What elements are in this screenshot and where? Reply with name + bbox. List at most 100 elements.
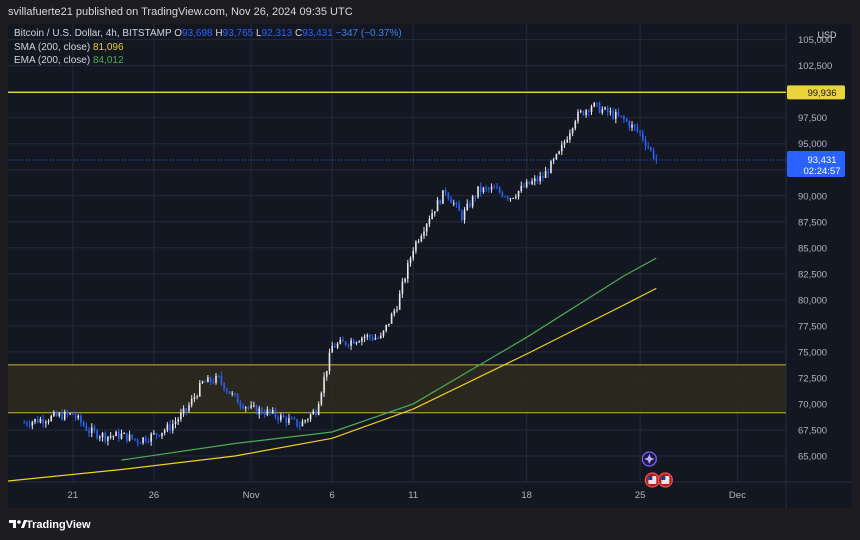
candle-body[interactable] <box>261 408 263 414</box>
candle-body[interactable] <box>36 419 39 423</box>
candle-body[interactable] <box>342 339 344 342</box>
candle-body[interactable] <box>263 413 266 415</box>
candle-body[interactable] <box>207 377 209 383</box>
candle-body[interactable] <box>312 411 315 415</box>
candle-body[interactable] <box>269 409 271 413</box>
candle-body[interactable] <box>34 419 36 422</box>
candle-body[interactable] <box>542 176 544 178</box>
candle-body[interactable] <box>226 389 228 392</box>
candle-body[interactable] <box>250 405 252 408</box>
candle-body[interactable] <box>471 196 474 207</box>
candle-body[interactable] <box>309 414 312 420</box>
candle-body[interactable] <box>112 435 115 437</box>
candle-body[interactable] <box>47 420 50 423</box>
candle-body[interactable] <box>147 441 150 443</box>
candle-body[interactable] <box>72 413 74 415</box>
candle-body[interactable] <box>493 187 496 189</box>
candle-body[interactable] <box>631 124 633 128</box>
candle-body[interactable] <box>336 343 339 348</box>
candle-body[interactable] <box>307 419 309 421</box>
candle-body[interactable] <box>420 236 423 242</box>
candle-body[interactable] <box>217 375 220 377</box>
candle-body[interactable] <box>396 309 398 311</box>
candle-body[interactable] <box>171 424 174 431</box>
candle-body[interactable] <box>131 434 134 439</box>
candle-body[interactable] <box>593 102 596 107</box>
candle-body[interactable] <box>193 397 196 399</box>
candle-body[interactable] <box>504 196 506 198</box>
candle-body[interactable] <box>528 181 531 185</box>
candle-body[interactable] <box>180 413 182 420</box>
candle-body[interactable] <box>390 314 393 324</box>
candle-body[interactable] <box>323 376 325 393</box>
candle-body[interactable] <box>285 417 288 423</box>
candle-body[interactable] <box>523 185 525 188</box>
candle-body[interactable] <box>393 310 396 315</box>
candle-body[interactable] <box>239 403 242 406</box>
candle-body[interactable] <box>463 209 466 221</box>
candle-body[interactable] <box>247 407 250 409</box>
candle-body[interactable] <box>455 202 458 204</box>
candle-body[interactable] <box>563 142 566 145</box>
candle-body[interactable] <box>579 111 582 113</box>
candle-body[interactable] <box>598 103 601 113</box>
candle-body[interactable] <box>461 210 463 221</box>
candle-body[interactable] <box>90 427 93 434</box>
candle-body[interactable] <box>555 154 558 160</box>
candle-body[interactable] <box>139 442 142 444</box>
candle-body[interactable] <box>355 342 358 344</box>
candle-body[interactable] <box>536 178 539 182</box>
candle-body[interactable] <box>190 398 193 406</box>
candle-body[interactable] <box>558 151 560 155</box>
candle-body[interactable] <box>255 405 258 415</box>
currency-button[interactable]: USD <box>817 30 837 40</box>
candle-body[interactable] <box>196 396 198 398</box>
candle-body[interactable] <box>85 425 88 431</box>
candle-body[interactable] <box>182 408 185 414</box>
candle-body[interactable] <box>379 335 382 339</box>
chart-panel[interactable]: 65,000 67,500 70,000 72,500 75,000 77,500 80,0… <box>8 24 852 508</box>
candle-body[interactable] <box>63 411 66 420</box>
candle-body[interactable] <box>612 111 614 119</box>
candle-body[interactable] <box>401 281 404 294</box>
candle-body[interactable] <box>509 198 512 200</box>
candle-body[interactable] <box>280 415 282 420</box>
candle-body[interactable] <box>628 121 631 128</box>
candle-body[interactable] <box>253 405 255 407</box>
candle-body[interactable] <box>452 202 455 204</box>
candle-body[interactable] <box>163 430 166 433</box>
candle-body[interactable] <box>382 330 385 336</box>
candle-body[interactable] <box>474 196 477 198</box>
candle-body[interactable] <box>642 132 644 140</box>
candle-body[interactable] <box>577 111 579 122</box>
candle-body[interactable] <box>185 408 188 411</box>
candle-body[interactable] <box>104 433 107 441</box>
candle-body[interactable] <box>236 394 239 404</box>
last-price-tag[interactable] <box>787 151 845 178</box>
candle-body[interactable] <box>42 418 44 424</box>
candle-body[interactable] <box>385 324 388 331</box>
candle-body[interactable] <box>31 421 34 426</box>
candle-body[interactable] <box>552 159 555 162</box>
candle-body[interactable] <box>615 112 617 119</box>
candle-body[interactable] <box>496 187 498 189</box>
candle-body[interactable] <box>566 139 568 143</box>
candle-body[interactable] <box>290 418 293 420</box>
sma-legend[interactable]: SMA (200, close) 81,096 <box>14 42 124 53</box>
candle-body[interactable] <box>155 433 158 436</box>
candle-body[interactable] <box>447 193 450 199</box>
candle-body[interactable] <box>423 231 425 237</box>
candle-body[interactable] <box>117 431 120 439</box>
candle-body[interactable] <box>434 211 436 214</box>
candle-body[interactable] <box>66 411 69 415</box>
candle-body[interactable] <box>512 197 514 199</box>
candle-body[interactable] <box>601 109 604 113</box>
candle-body[interactable] <box>366 335 369 337</box>
candle-body[interactable] <box>482 187 485 193</box>
candle-body[interactable] <box>45 422 47 424</box>
candle-body[interactable] <box>652 149 655 159</box>
candle-body[interactable] <box>96 430 98 439</box>
candle-body[interactable] <box>469 203 471 207</box>
candle-body[interactable] <box>77 415 80 418</box>
candle-body[interactable] <box>317 404 320 415</box>
